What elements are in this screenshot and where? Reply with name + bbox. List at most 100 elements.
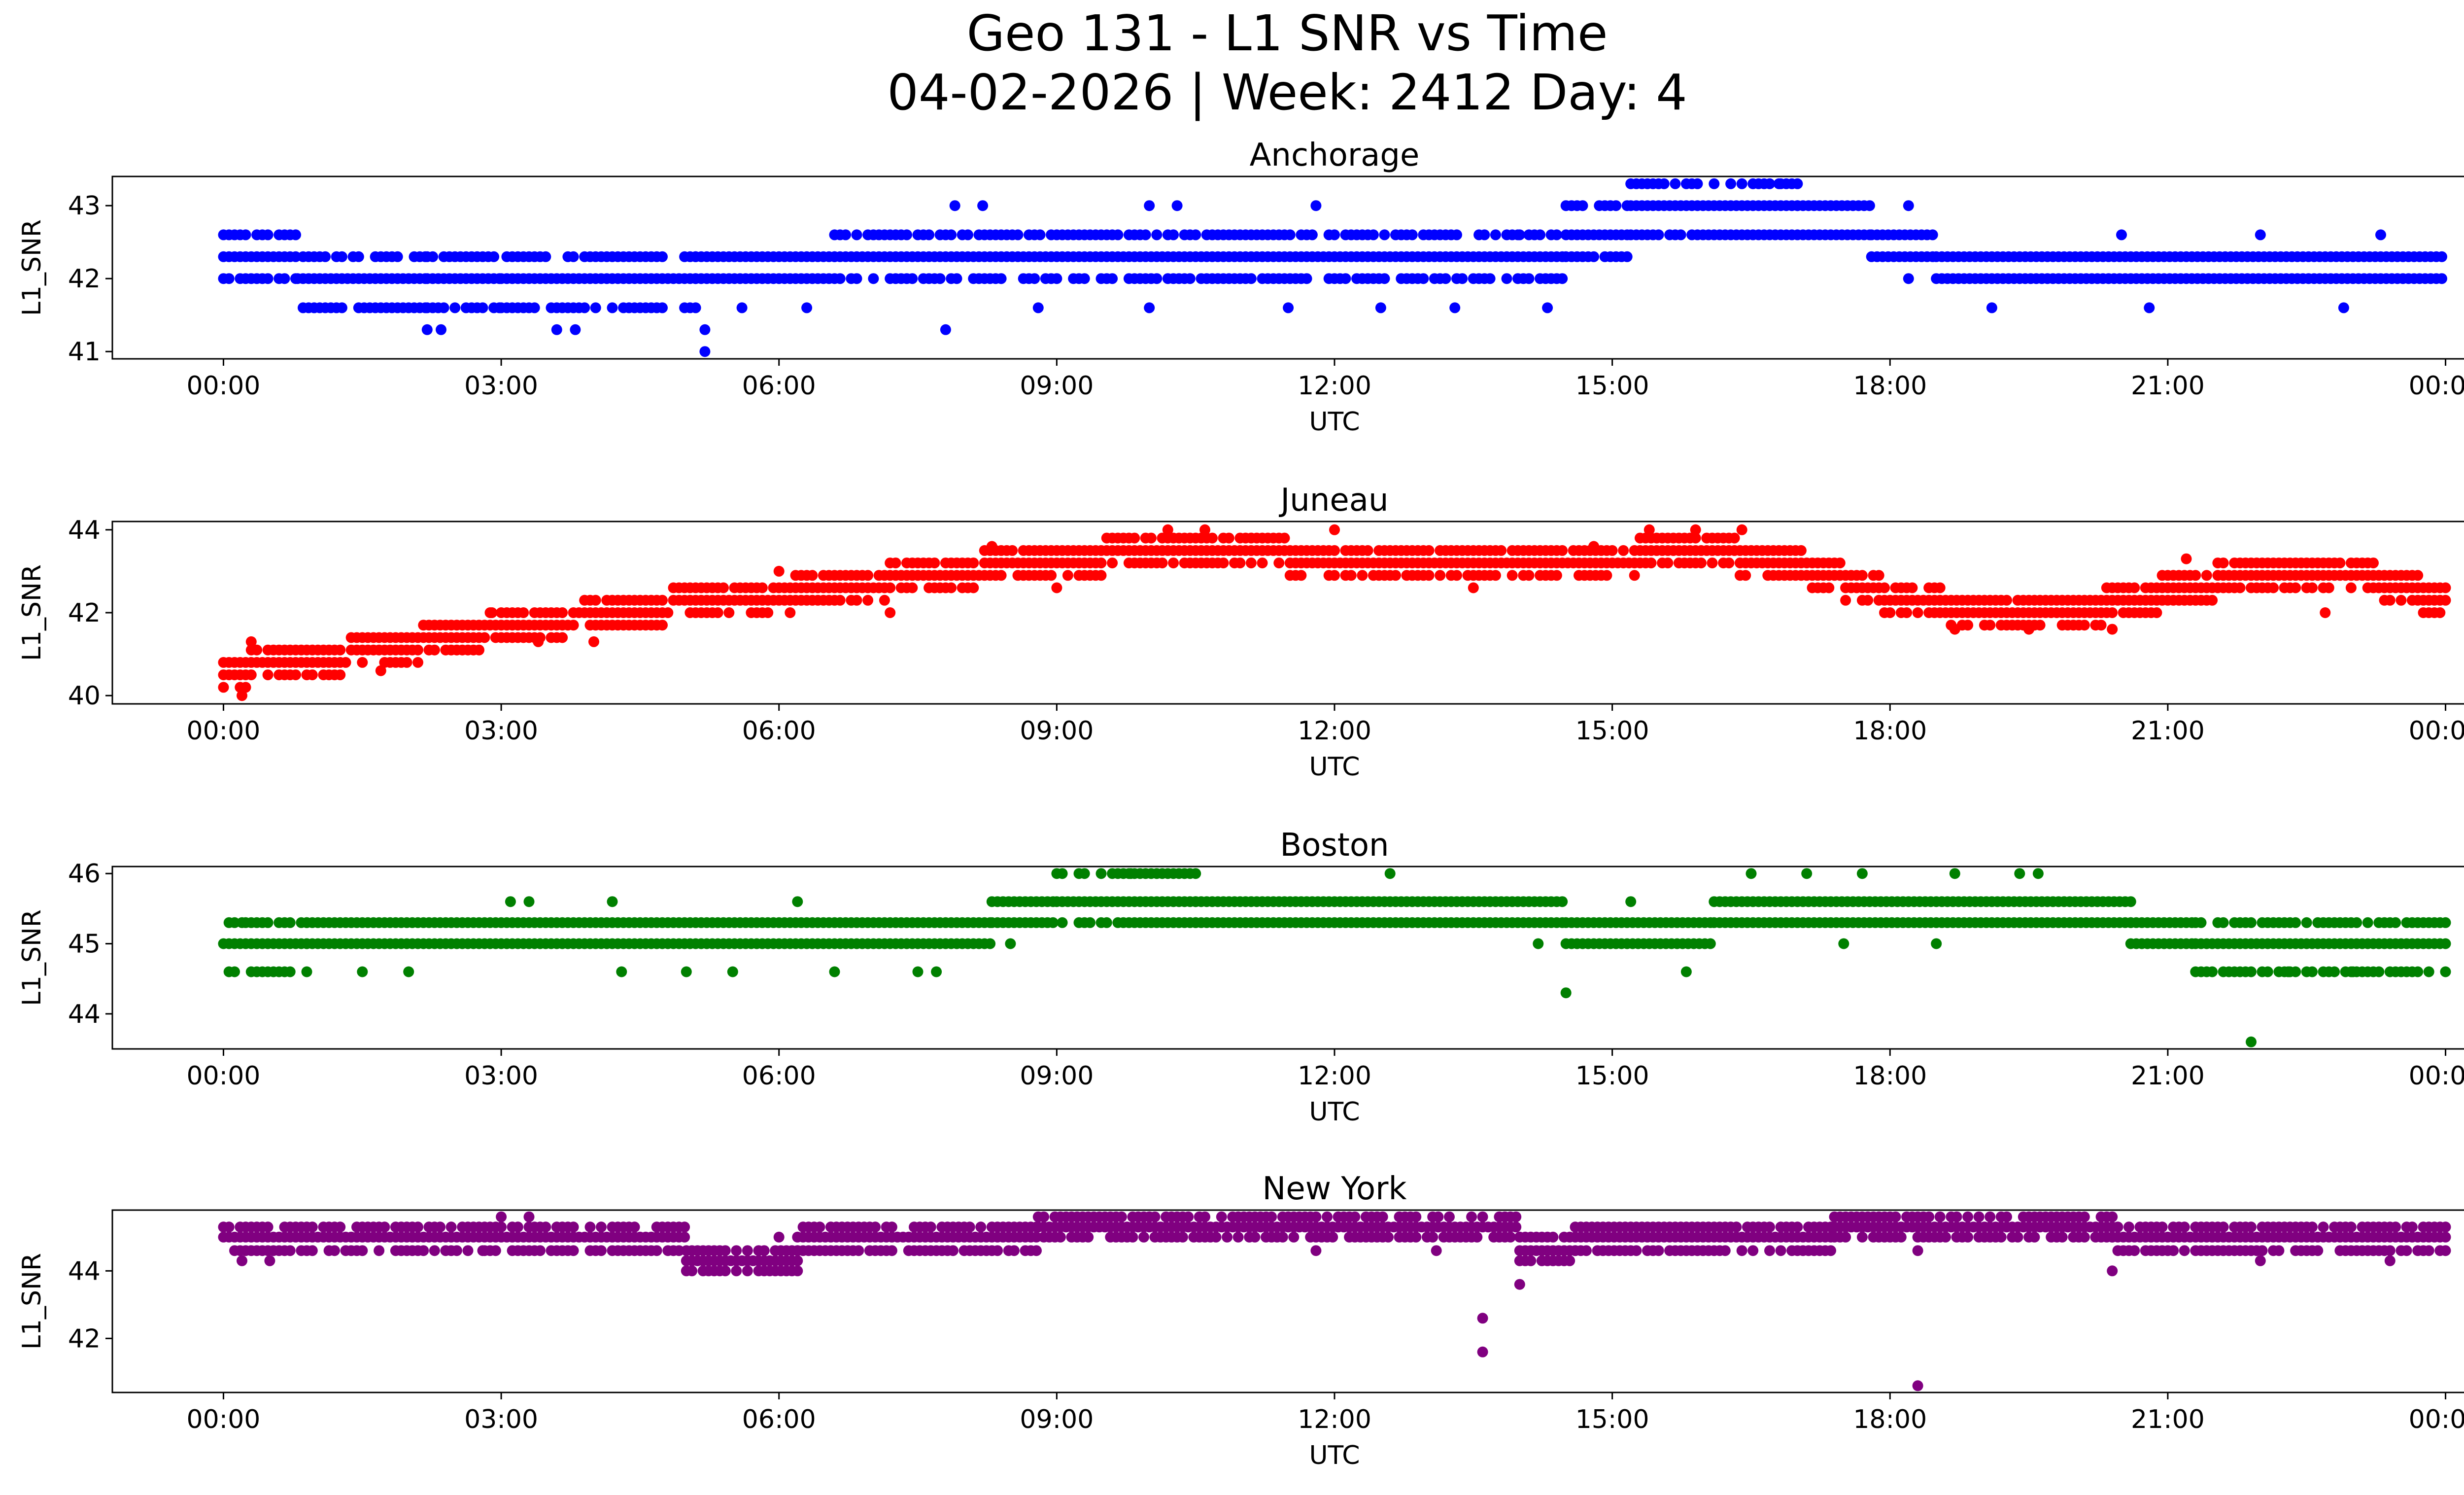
data-point xyxy=(925,1221,936,1233)
data-point xyxy=(1008,1245,1020,1256)
data-point xyxy=(1327,1231,1338,1243)
x-tick-label: 06:00 xyxy=(742,1405,816,1434)
data-point xyxy=(1222,1231,1233,1243)
data-point xyxy=(1601,570,1612,581)
data-point xyxy=(814,1221,825,1233)
data-point xyxy=(290,229,301,241)
data-point xyxy=(1773,178,1784,189)
data-point xyxy=(1912,1245,1923,1256)
data-point xyxy=(1283,302,1294,313)
data-point xyxy=(1440,273,1451,284)
data-point xyxy=(1177,1231,1188,1243)
data-point xyxy=(1190,868,1201,879)
data-point xyxy=(1210,1231,1222,1243)
data-point xyxy=(353,251,364,262)
data-point xyxy=(1199,1211,1210,1222)
data-point xyxy=(451,1245,462,1256)
data-point xyxy=(1062,570,1073,581)
data-point xyxy=(1927,229,1938,241)
data-point xyxy=(1051,273,1062,284)
data-point xyxy=(486,607,498,618)
data-point xyxy=(964,1221,975,1233)
data-point xyxy=(1184,273,1196,284)
data-point xyxy=(629,1221,640,1233)
y-axis: 40 42 44 L1_SNR xyxy=(17,516,112,711)
x-tick-label: 00:00 xyxy=(2409,716,2464,746)
data-point xyxy=(1127,1231,1138,1243)
data-point xyxy=(870,1221,881,1233)
data-point xyxy=(1745,868,1757,879)
data-point xyxy=(429,1245,440,1256)
data-point xyxy=(1257,557,1268,569)
data-point xyxy=(657,620,668,631)
data-point xyxy=(1792,1221,1803,1233)
data-point xyxy=(1723,557,1735,569)
data-point xyxy=(2345,1221,2357,1233)
data-point xyxy=(1435,570,1446,581)
data-point xyxy=(1038,1211,1050,1222)
data-point xyxy=(723,607,735,618)
data-point xyxy=(886,1245,897,1256)
data-point xyxy=(719,1265,731,1277)
data-point xyxy=(851,273,862,284)
data-point xyxy=(2440,917,2451,928)
data-point xyxy=(2436,273,2447,284)
data-point xyxy=(968,582,979,593)
data-point xyxy=(2151,607,2162,618)
data-point xyxy=(1535,229,1546,241)
subplot-title: New York xyxy=(1262,1171,1406,1207)
data-point xyxy=(1423,570,1435,581)
data-point xyxy=(584,1221,596,1233)
y-axis-label: L1_SNR xyxy=(17,219,47,316)
data-point xyxy=(474,644,484,656)
data-point xyxy=(2116,229,2127,241)
data-point xyxy=(1116,1211,1127,1222)
data-point xyxy=(931,966,942,977)
data-point xyxy=(1736,178,1747,189)
data-point xyxy=(1533,938,1544,949)
x-tick-label: 03:00 xyxy=(464,716,538,746)
data-point xyxy=(2351,917,2362,928)
data-point xyxy=(992,1245,1003,1256)
data-point xyxy=(1505,1231,1516,1243)
data-point xyxy=(2255,1255,2266,1266)
data-point xyxy=(1368,229,1379,241)
data-point xyxy=(1245,273,1257,284)
data-point xyxy=(2440,938,2451,949)
data-point xyxy=(1031,1231,1042,1243)
data-point xyxy=(462,1245,474,1256)
data-point xyxy=(1433,1211,1444,1222)
data-point xyxy=(851,229,862,241)
data-point xyxy=(1506,570,1518,581)
data-point xyxy=(616,966,627,977)
data-point xyxy=(1740,570,1751,581)
data-point xyxy=(1423,545,1435,556)
data-point xyxy=(1775,1245,1786,1256)
data-point xyxy=(657,251,668,262)
data-point xyxy=(1551,229,1562,241)
data-point xyxy=(742,1245,753,1256)
data-point xyxy=(1607,545,1618,556)
data-point xyxy=(785,607,796,618)
data-point xyxy=(834,273,846,284)
data-point xyxy=(1631,1245,1642,1256)
data-point xyxy=(1144,302,1155,313)
data-point xyxy=(986,541,997,552)
data-point xyxy=(445,1221,457,1233)
data-point xyxy=(2032,868,2044,879)
data-point xyxy=(1962,620,1974,631)
data-point xyxy=(1731,1221,1742,1233)
data-point xyxy=(590,594,601,606)
data-point xyxy=(1514,1279,1525,1290)
data-point xyxy=(1146,532,1157,544)
data-point xyxy=(879,594,890,606)
data-point xyxy=(2373,966,2385,977)
y-axis: 41 42 43 L1_SNR xyxy=(17,191,112,367)
data-point xyxy=(1825,1245,1836,1256)
data-point xyxy=(2262,966,2273,977)
data-point xyxy=(934,273,946,284)
data-point xyxy=(403,966,414,977)
x-tick-label: 03:00 xyxy=(464,371,538,401)
data-point xyxy=(1903,200,1914,211)
